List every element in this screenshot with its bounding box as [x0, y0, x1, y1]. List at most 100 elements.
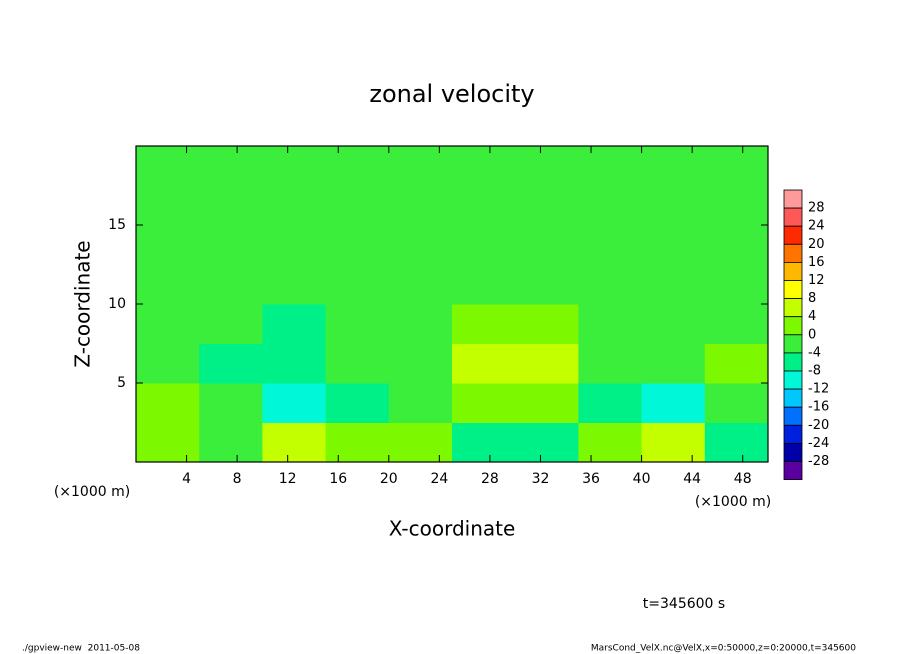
heat-cell [325, 225, 390, 265]
heat-cell [388, 383, 453, 423]
heat-cell [641, 146, 706, 186]
heat-cell [578, 383, 643, 423]
heat-cell [452, 264, 516, 305]
chart-title: zonal velocity [369, 80, 534, 108]
x-tick-label: 48 [734, 471, 752, 487]
heat-cell [388, 225, 453, 265]
heat-cell [136, 146, 200, 186]
heat-cell [136, 225, 200, 265]
heat-cell [452, 225, 516, 265]
heat-cell [199, 185, 263, 226]
x-tick-label: 40 [633, 471, 651, 487]
heat-cell [641, 383, 706, 423]
x-axis-label: X-coordinate [389, 517, 516, 541]
x-tick-label: 36 [582, 471, 600, 487]
heat-cell [515, 304, 579, 344]
heat-cell [388, 264, 453, 305]
colorbar-box [783, 424, 803, 444]
heat-cell [136, 264, 200, 305]
colorbar-label: 28 [808, 201, 825, 216]
x-tick-label: 4 [182, 471, 191, 487]
heat-cell [136, 343, 200, 384]
heat-cell [452, 383, 516, 423]
heat-cell [325, 343, 390, 384]
y-tick-label: 10 [108, 296, 126, 312]
heat-cell [388, 185, 453, 226]
heat-cell [704, 383, 769, 423]
heat-cell [325, 264, 390, 305]
heat-cell [199, 343, 263, 384]
heat-cell [704, 422, 769, 463]
heat-cell [325, 185, 390, 226]
heat-cell [578, 146, 643, 186]
heat-cell [452, 343, 516, 384]
heat-cell [262, 225, 327, 265]
colorbar-box [783, 370, 803, 390]
heat-cell [704, 264, 769, 305]
x-tick-label: 8 [233, 471, 242, 487]
colorbar-box [783, 316, 803, 336]
heat-cell [452, 304, 516, 344]
colorbar-box [783, 388, 803, 408]
heat-cell [388, 422, 453, 463]
heat-cell [641, 343, 706, 384]
y-axis-label: Z-coordinate [71, 240, 95, 367]
annotation: t=345600 s [643, 596, 725, 612]
colorbar-box [783, 461, 803, 481]
heat-cell [136, 185, 200, 226]
colorbar-box [783, 280, 803, 300]
heat-cell [452, 185, 516, 226]
colorbar-box [783, 298, 803, 318]
y-tick-label: 15 [108, 217, 126, 233]
heat-cell [136, 304, 200, 344]
heat-cell [578, 225, 643, 265]
heat-cell [515, 343, 579, 384]
colorbar-box [783, 225, 803, 245]
heat-cell [641, 225, 706, 265]
colorbar-label: -20 [808, 418, 829, 433]
heat-cell [388, 304, 453, 344]
heat-cell [704, 146, 769, 186]
colorbar-box [783, 261, 803, 281]
heat-cell [515, 146, 579, 186]
colorbar-box [783, 243, 803, 263]
heat-cell [641, 185, 706, 226]
heat-cell [704, 185, 769, 226]
heat-cell [641, 264, 706, 305]
heat-cell [199, 225, 263, 265]
x-tick-label: 44 [683, 471, 701, 487]
heat-cell [578, 304, 643, 344]
heat-cell [515, 264, 579, 305]
x-tick-label: 24 [430, 471, 448, 487]
heat-cell [578, 264, 643, 305]
heat-cell [704, 304, 769, 344]
colorbar-label: -8 [808, 364, 821, 379]
x-tick-label: 32 [532, 471, 550, 487]
footer-right: MarsCond_VelX.nc@VelX,x=0:50000,z=0:2000… [591, 644, 856, 654]
heat-cell [262, 343, 327, 384]
x-tick-label: 12 [279, 471, 297, 487]
colorbar-box [783, 352, 803, 372]
footer-left: ./gpview-new 2011-05-08 [22, 644, 140, 654]
x-tick-label: 16 [329, 471, 347, 487]
x-unit-label: (×1000 m) [695, 494, 771, 510]
heat-cell [578, 185, 643, 226]
heat-cell [641, 422, 706, 463]
colorbar-label: 12 [808, 273, 825, 288]
heat-cell [262, 304, 327, 344]
heat-cell [704, 343, 769, 384]
heat-cell [262, 264, 327, 305]
y-unit-label: (×1000 m) [54, 484, 130, 500]
colorbar-label: -28 [808, 454, 829, 469]
heat-cell [199, 264, 263, 305]
heat-cell [199, 146, 263, 186]
heat-cell [199, 383, 263, 423]
colorbar-box [783, 442, 803, 462]
heat-cell [641, 304, 706, 344]
heat-cell [578, 343, 643, 384]
colorbar-box [783, 207, 803, 227]
colorbar-label: 4 [808, 309, 816, 324]
colorbar-label: 16 [808, 255, 825, 270]
heat-cell [452, 422, 516, 463]
